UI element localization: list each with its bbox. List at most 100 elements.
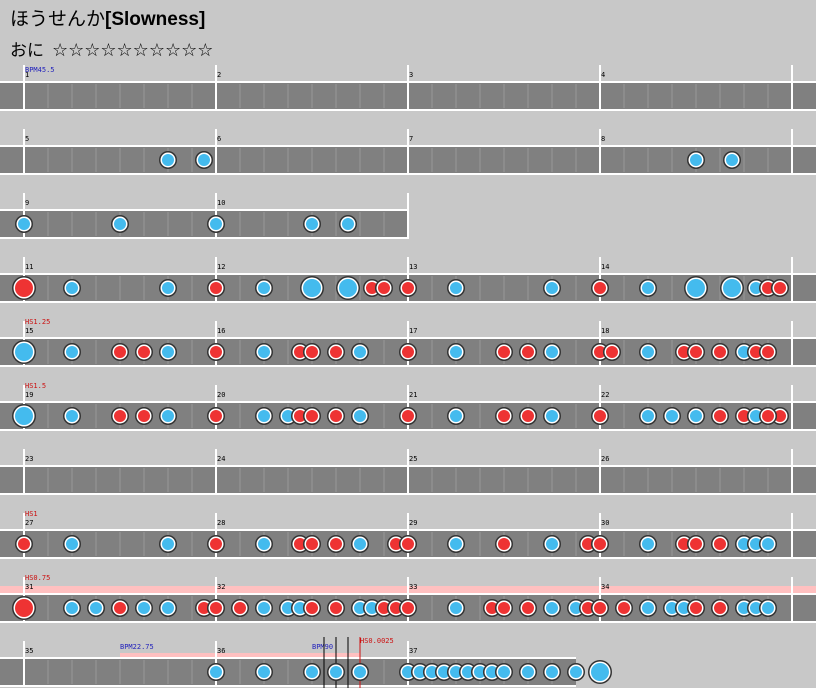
measure-number: 7	[409, 135, 413, 143]
don-note	[138, 410, 150, 422]
don-note	[606, 346, 618, 358]
bpm-change-label: BPM22.75	[120, 643, 154, 651]
scroll-speed-label: HS1.25	[25, 318, 50, 326]
don-note	[498, 602, 510, 614]
don-note	[234, 602, 246, 614]
measure-number: 17	[409, 327, 417, 335]
bpm-change-label: BPM45.5	[25, 66, 55, 74]
measure-number: 8	[601, 135, 605, 143]
big-ka-note	[723, 279, 741, 297]
ka-note	[198, 154, 210, 166]
scroll-speed-label: HS1	[25, 510, 38, 518]
don-note	[690, 346, 702, 358]
ka-note	[162, 282, 174, 294]
ka-note	[66, 282, 78, 294]
don-note	[210, 538, 222, 550]
ka-note	[498, 666, 510, 678]
don-note	[306, 602, 318, 614]
ka-note	[450, 346, 462, 358]
don-note	[678, 538, 690, 550]
don-note	[522, 410, 534, 422]
ka-note	[474, 666, 486, 678]
don-note	[498, 538, 510, 550]
ka-note	[438, 666, 450, 678]
don-note	[138, 346, 150, 358]
measure-number: 1	[25, 71, 29, 79]
don-note	[210, 410, 222, 422]
ka-note	[726, 154, 738, 166]
don-note	[198, 602, 210, 614]
big-ka-note	[15, 407, 33, 425]
don-note	[378, 282, 390, 294]
don-note	[582, 602, 594, 614]
measure-number: 30	[601, 519, 609, 527]
measure-number: 22	[601, 391, 609, 399]
don-note	[294, 538, 306, 550]
ka-note	[210, 666, 222, 678]
measure-number: 9	[25, 199, 29, 207]
ka-note	[354, 602, 366, 614]
don-note	[390, 602, 402, 614]
ka-note	[522, 666, 534, 678]
don-note	[498, 346, 510, 358]
measure-number: 21	[409, 391, 417, 399]
don-note	[210, 346, 222, 358]
ka-note	[450, 410, 462, 422]
ka-note	[642, 410, 654, 422]
ka-note	[354, 666, 366, 678]
don-note	[210, 602, 222, 614]
don-note	[366, 282, 378, 294]
measure-number: 15	[25, 327, 33, 335]
don-note	[618, 602, 630, 614]
ka-note	[546, 538, 558, 550]
bpm-change-label: BPM90	[312, 643, 333, 651]
don-note	[114, 410, 126, 422]
course-name: おに	[10, 41, 44, 61]
scroll-speed-label: HS1.5	[25, 382, 46, 390]
don-note	[762, 346, 774, 358]
ka-note	[666, 410, 678, 422]
don-note	[390, 538, 402, 550]
don-note	[306, 538, 318, 550]
ka-note	[66, 346, 78, 358]
scroll-speed-label: HS0.75	[25, 574, 50, 582]
don-note	[378, 602, 390, 614]
measure-number: 27	[25, 519, 33, 527]
song-title-text: ほうせんか	[10, 8, 106, 30]
measure-number: 34	[601, 583, 609, 591]
don-note	[294, 346, 306, 358]
ka-note	[330, 666, 342, 678]
ka-note	[750, 602, 762, 614]
measure-number: 25	[409, 455, 417, 463]
don-note	[18, 538, 30, 550]
measure-number: 31	[25, 583, 33, 591]
don-note	[306, 410, 318, 422]
ka-note	[258, 282, 270, 294]
big-don-note	[15, 279, 33, 297]
don-note	[594, 346, 606, 358]
big-ka-note	[15, 343, 33, 361]
ka-note	[450, 666, 462, 678]
measure-number: 6	[217, 135, 221, 143]
don-note	[714, 410, 726, 422]
ka-note	[258, 346, 270, 358]
measure-number: 18	[601, 327, 609, 335]
don-note	[714, 346, 726, 358]
measure-number: 35	[25, 647, 33, 655]
measure-number: 20	[217, 391, 225, 399]
ka-note	[546, 666, 558, 678]
measure-number: 11	[25, 263, 33, 271]
don-note	[498, 410, 510, 422]
measure-number: 37	[409, 647, 417, 655]
measure-number: 12	[217, 263, 225, 271]
don-note	[522, 602, 534, 614]
ka-note	[642, 282, 654, 294]
don-note	[762, 282, 774, 294]
don-note	[750, 346, 762, 358]
measure-number: 14	[601, 263, 609, 271]
don-note	[294, 410, 306, 422]
ka-note	[366, 602, 378, 614]
ka-note	[414, 666, 426, 678]
ka-note	[258, 410, 270, 422]
ka-note	[546, 410, 558, 422]
